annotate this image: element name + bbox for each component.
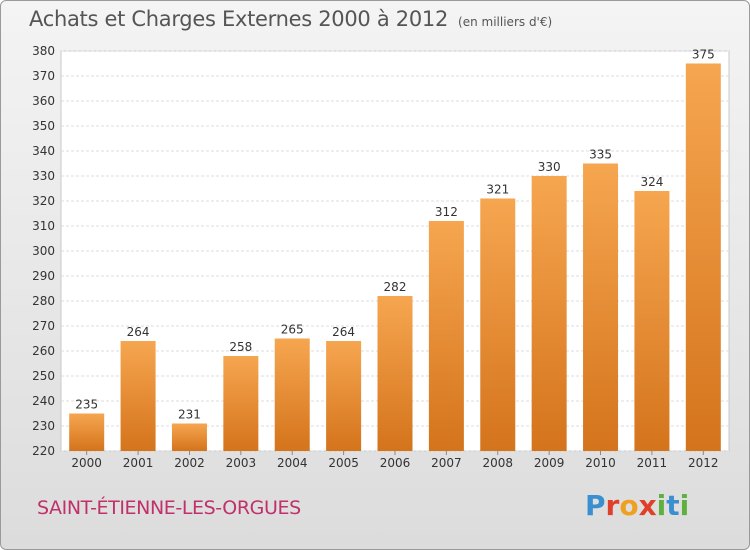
bar-2012	[685, 63, 721, 451]
bar-value-label: 324	[640, 175, 663, 189]
x-tick-label: 2000	[71, 456, 102, 470]
y-tick-label: 270	[32, 319, 55, 333]
y-tick-label: 220	[32, 444, 55, 458]
y-axis: 220 230 240 250 260 270 280 290 300 310 320 330 340 3…	[32, 44, 55, 458]
bar-2003	[223, 356, 259, 451]
bar-2005	[326, 341, 362, 451]
y-tick-label: 250	[32, 369, 55, 383]
chart-subtitle: (en milliers d'€)	[458, 15, 553, 29]
bar-2001	[120, 341, 156, 451]
bar-2002	[171, 423, 207, 451]
proxiti-logo[interactable]: Proxiti	[585, 489, 690, 522]
x-tick-label: 2008	[482, 456, 513, 470]
x-tick-label: 2006	[380, 456, 411, 470]
bar-2004	[274, 338, 310, 451]
bar-2007	[428, 221, 464, 451]
bar-value-label: 312	[435, 205, 458, 219]
x-tick-label: 2003	[226, 456, 257, 470]
y-tick-label: 230	[32, 419, 55, 433]
x-tick-label: 2005	[328, 456, 359, 470]
bar-value-label: 235	[75, 398, 98, 412]
bar-value-label: 231	[178, 408, 201, 422]
x-tick-label: 2004	[277, 456, 308, 470]
x-tick-label: 2010	[585, 456, 616, 470]
x-tick-label: 2001	[123, 456, 154, 470]
bar-value-label: 321	[486, 183, 509, 197]
y-tick-label: 260	[32, 344, 55, 358]
bar-value-label: 265	[281, 323, 304, 337]
y-tick-label: 240	[32, 394, 55, 408]
bar-2008	[480, 198, 516, 451]
bar-value-label: 282	[384, 280, 407, 294]
bar-value-label: 264	[332, 325, 355, 339]
y-tick-label: 280	[32, 294, 55, 308]
y-tick-label: 350	[32, 119, 55, 133]
bar-value-label: 335	[589, 148, 612, 162]
bar-value-label: 375	[692, 48, 715, 62]
bar-2011	[634, 191, 670, 451]
x-tick-label: 2009	[534, 456, 565, 470]
x-tick-label: 2012	[688, 456, 719, 470]
y-tick-label: 300	[32, 244, 55, 258]
x-axis: 2000 2001 2002 2003 2004 2005 2006 2007 2008 2009…	[71, 451, 719, 470]
title-row: Achats et Charges Externes 2000 à 2012 (e…	[29, 7, 552, 31]
x-tick-label: 2002	[174, 456, 205, 470]
y-tick-label: 340	[32, 144, 55, 158]
y-tick-label: 360	[32, 94, 55, 108]
bar-2010	[583, 163, 619, 451]
bars: 235 264 231 258 265 264 282 312 321 330 335 324 375	[69, 48, 721, 451]
chart-title: Achats et Charges Externes 2000 à 2012	[29, 7, 449, 31]
bar-2000	[69, 413, 105, 451]
commune-name: SAINT-ÉTIENNE-LES-ORGUES	[37, 497, 301, 519]
y-tick-label: 370	[32, 69, 55, 83]
x-tick-label: 2011	[637, 456, 668, 470]
x-tick-label: 2007	[431, 456, 462, 470]
y-tick-label: 290	[32, 269, 55, 283]
y-tick-label: 380	[32, 44, 55, 58]
bar-value-label: 258	[229, 340, 252, 354]
y-tick-label: 310	[32, 219, 55, 233]
bar-2006	[377, 296, 413, 451]
y-tick-label: 320	[32, 194, 55, 208]
bar-value-label: 264	[127, 325, 150, 339]
bar-2009	[531, 176, 567, 451]
bar-value-label: 330	[538, 160, 561, 174]
y-tick-label: 330	[32, 169, 55, 183]
